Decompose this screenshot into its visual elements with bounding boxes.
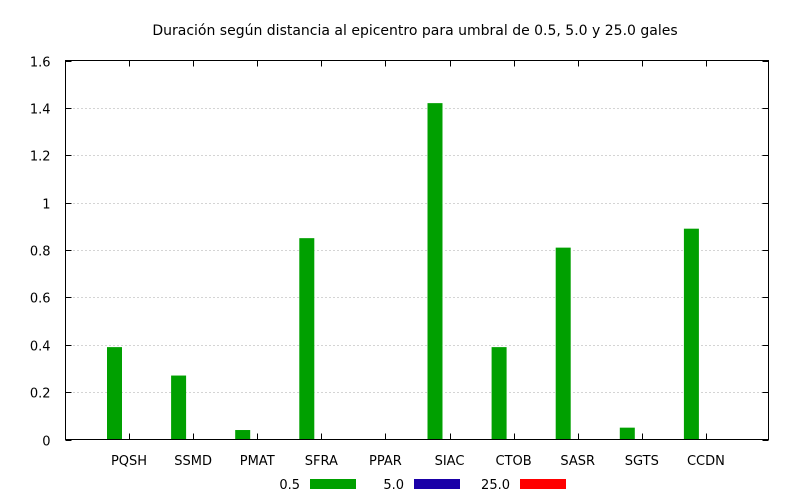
x-tick-label: PQSH xyxy=(111,454,147,469)
bars xyxy=(107,103,699,440)
y-tick-label: 0.8 xyxy=(30,245,51,260)
x-tick-label: PMAT xyxy=(240,454,275,469)
x-tick-label: SASR xyxy=(560,454,595,469)
legend-swatch xyxy=(310,479,356,489)
bar-ssmd-0.5 xyxy=(171,375,187,440)
x-tick-label: SGTS xyxy=(625,454,659,469)
legend-label: 5.0 xyxy=(383,478,404,493)
y-tick-label: 1.4 xyxy=(30,103,51,118)
legend-label: 25.0 xyxy=(481,478,510,493)
bar-sgts-0.5 xyxy=(619,427,635,440)
x-tick-label: CTOB xyxy=(496,454,532,469)
y-tick-label: 1.2 xyxy=(30,150,51,165)
x-tick-label: CCDN xyxy=(687,454,725,469)
legend-swatch xyxy=(414,479,460,489)
x-tick-label: SSMD xyxy=(174,454,212,469)
y-axis: 0 0.2 0.4 0.6 0.8 1 1.2 1.4 1.6 xyxy=(30,56,769,450)
y-tick-label: 0.6 xyxy=(30,292,51,307)
x-tick-label: SFRA xyxy=(305,454,338,469)
y-tick-label: 0.4 xyxy=(30,340,51,355)
legend: 0.5 5.0 25.0 xyxy=(279,478,566,493)
gridlines xyxy=(65,108,769,393)
chart-title: Duración según distancia al epicentro pa… xyxy=(152,23,677,39)
y-tick-label: 1.6 xyxy=(30,56,51,71)
bar-pqsh-0.5 xyxy=(107,347,122,440)
y-tick-label: 0 xyxy=(42,435,50,450)
x-tick-label: PPAR xyxy=(369,454,402,469)
x-tick-label: SIAC xyxy=(435,454,465,469)
plot-frame xyxy=(65,60,769,440)
bar-sfra-0.5 xyxy=(299,238,315,440)
y-tick-label: 1 xyxy=(42,198,50,213)
bar-sasr-0.5 xyxy=(555,247,571,440)
bar-ccdn-0.5 xyxy=(683,228,699,440)
legend-swatch xyxy=(520,479,566,489)
legend-label: 0.5 xyxy=(279,478,300,493)
bar-ctob-0.5 xyxy=(491,347,507,440)
y-tick-label: 0.2 xyxy=(30,387,51,402)
bar-pmat-0.5 xyxy=(235,430,251,440)
bar-siac-0.5 xyxy=(427,103,443,440)
x-axis: PQSH SSMD PMAT SFRA PPAR SIAC CTOB SASR SGTS CCDN xyxy=(111,60,725,469)
